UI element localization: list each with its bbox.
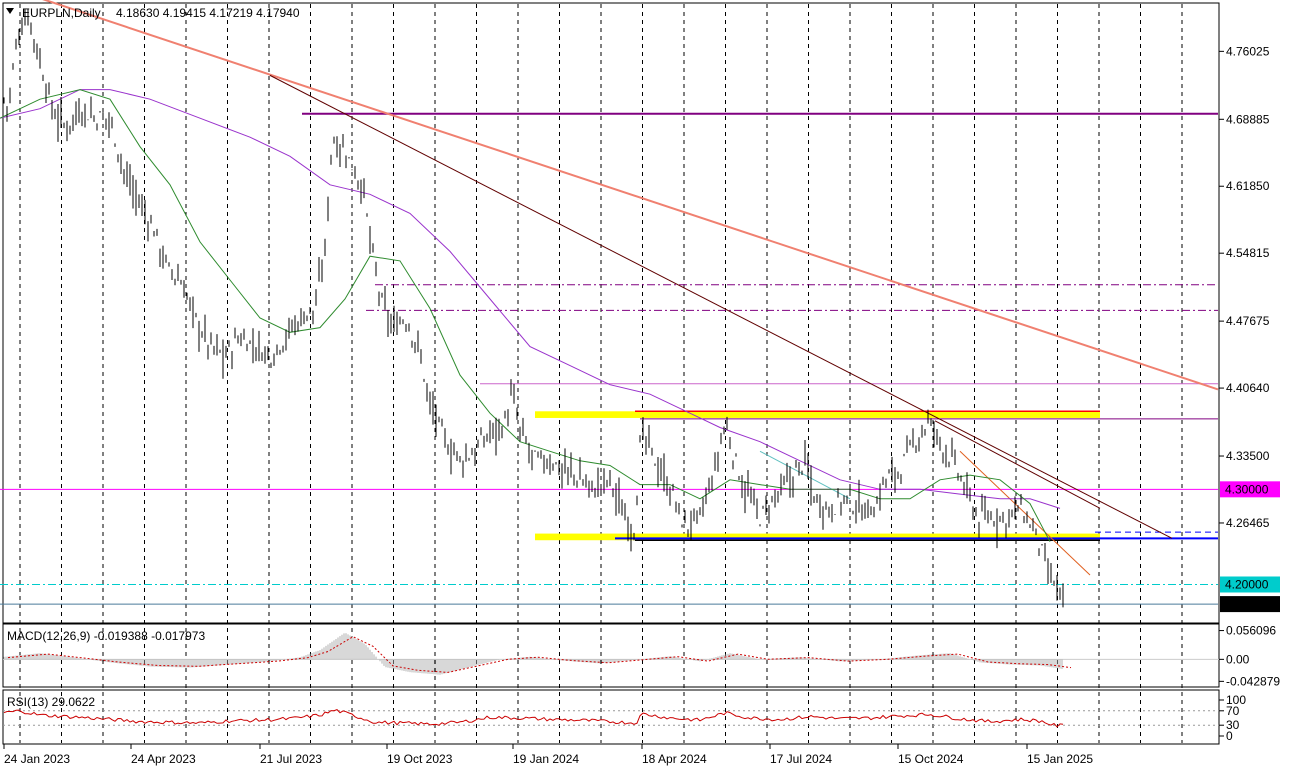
date-axis-label: 24 Apr 2023: [131, 752, 196, 766]
price-axis-label: 4.47675: [1226, 314, 1270, 328]
price-tag-box: [1220, 596, 1280, 613]
date-axis-label: 17 Jul 2024: [770, 752, 832, 766]
price-tag-label: 4.30000: [1225, 482, 1269, 496]
rsi-axis-label: 30: [1226, 718, 1240, 732]
rsi-label: RSI(13) 29.0622: [7, 695, 95, 709]
ma-fast-line: [0, 89, 1051, 542]
price-axis-label: 4.76025: [1226, 44, 1270, 58]
macd-label: MACD(12,26,9) -0.019388 -0.017973: [7, 629, 205, 643]
macd-signal-line: [7, 636, 1072, 673]
chart-ohlc: 4.18630 4.19415 4.17219 4.17940: [116, 6, 300, 20]
rsi-layer: [3, 709, 1219, 728]
price-axis-label: 4.40640: [1226, 381, 1270, 395]
price-tag-box: [1220, 576, 1280, 593]
rsi-panel-frame: [2, 689, 1220, 745]
salmon-trendline: [42, 0, 1219, 391]
price-layer: [0, 0, 1219, 608]
price-axis-label: 4.26465: [1226, 516, 1270, 530]
price-axis-label: 4.61850: [1226, 179, 1270, 193]
macd-axis-label: 0.056096: [1226, 624, 1276, 638]
yellow-zone-top: [535, 411, 1100, 418]
price-tag-label: 4.17940: [1225, 597, 1269, 611]
date-axis-label: 18 Apr 2024: [642, 752, 707, 766]
rsi-axis-label: 70: [1226, 704, 1240, 718]
orange-trendline: [959, 450, 1091, 576]
rsi-axis-label: 0: [1226, 729, 1233, 743]
teal-trendline: [759, 450, 851, 500]
price-tag-box: [1220, 481, 1280, 498]
macd-axis-label: 0.00: [1226, 652, 1250, 666]
rsi-line: [3, 709, 1064, 728]
rsi-axis-label: 100: [1226, 693, 1246, 707]
date-axis-label: 24 Jan 2023: [4, 752, 70, 766]
date-axis-label: 19 Oct 2023: [387, 752, 453, 766]
brown-trendline: [269, 74, 1173, 539]
chart-symbol: EURPLN,Daily: [22, 6, 101, 20]
price-axis-label: 4.54815: [1226, 246, 1270, 260]
price-axis-label: 4.33500: [1226, 449, 1270, 463]
price-panel-frame: [2, 2, 1220, 624]
date-axis-label: 19 Jan 2024: [513, 752, 579, 766]
axis-layer: 4.76025 4.68885 4.61850 4.54815 4.47675 4.406…: [3, 44, 1280, 766]
price-tag-label: 4.20000: [1225, 577, 1269, 591]
macd-axis-label: -0.042879: [1226, 674, 1280, 688]
price-axis-label: 4.68885: [1226, 112, 1270, 126]
yellow-zone-bottom: [535, 533, 1100, 541]
ma-slow-line: [0, 89, 1061, 509]
macd-layer: [3, 633, 1219, 675]
date-axis-label: 15 Oct 2024: [898, 752, 964, 766]
date-axis-label: 15 Jan 2025: [1027, 752, 1093, 766]
date-axis-label: 21 Jul 2023: [260, 752, 322, 766]
brown-trendline-2: [934, 420, 1101, 509]
dropdown-triangle-icon[interactable]: [6, 8, 14, 14]
